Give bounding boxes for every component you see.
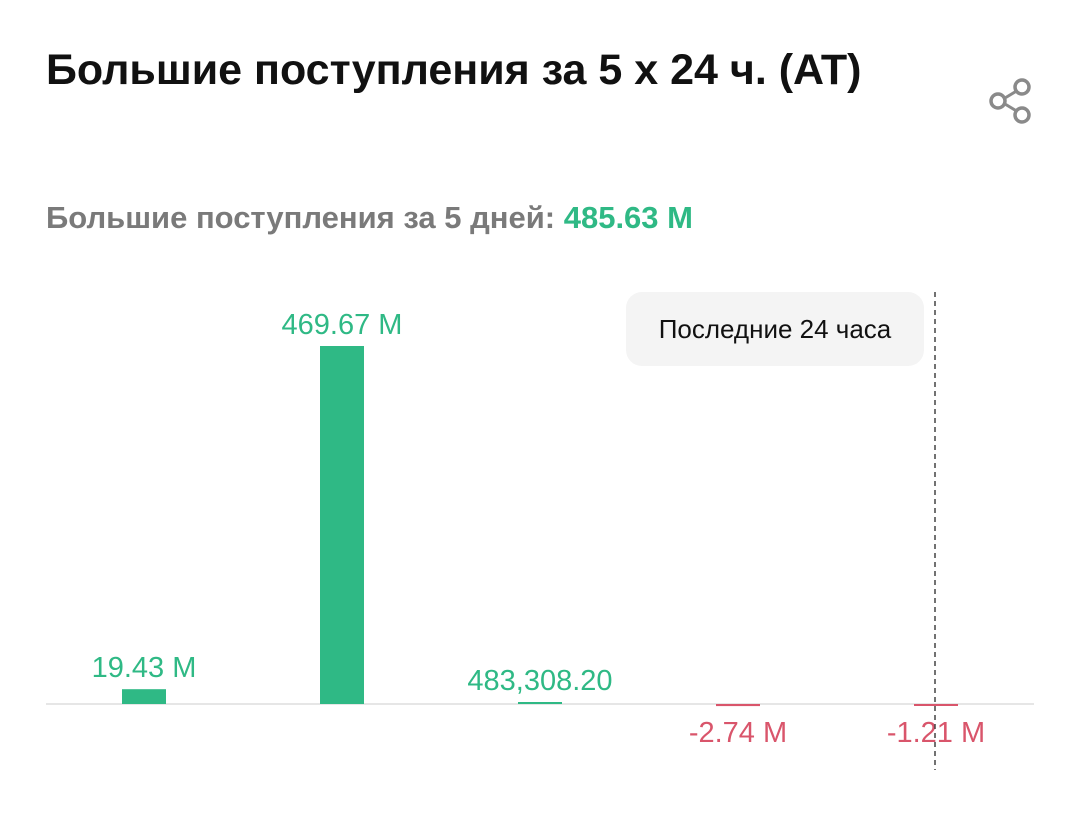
bar-value-label-5: -1.21 M bbox=[887, 717, 985, 749]
bar-4[interactable] bbox=[716, 704, 760, 707]
summary-label: Большие поступления за 5 дней: bbox=[46, 200, 556, 235]
bar-5[interactable] bbox=[914, 704, 958, 706]
bar-value-label-2: 469.67 M bbox=[282, 309, 403, 341]
share-icon[interactable] bbox=[986, 76, 1036, 126]
bar-value-label-1: 19.43 M bbox=[92, 652, 197, 684]
bar-value-label-3: 483,308.20 bbox=[467, 665, 612, 697]
bar-2[interactable] bbox=[320, 346, 364, 704]
summary-line: Большие поступления за 5 дней: 485.63 M bbox=[46, 200, 693, 236]
summary-value: 485.63 M bbox=[563, 200, 693, 235]
bar-3[interactable] bbox=[518, 702, 562, 704]
page-title: Большие поступления за 5 х 24 ч. (AT) bbox=[46, 46, 862, 94]
bar-value-label-4: -2.74 M bbox=[689, 717, 787, 749]
bar-1[interactable] bbox=[122, 689, 166, 704]
last-24h-tooltip: Последние 24 часа bbox=[626, 292, 924, 366]
